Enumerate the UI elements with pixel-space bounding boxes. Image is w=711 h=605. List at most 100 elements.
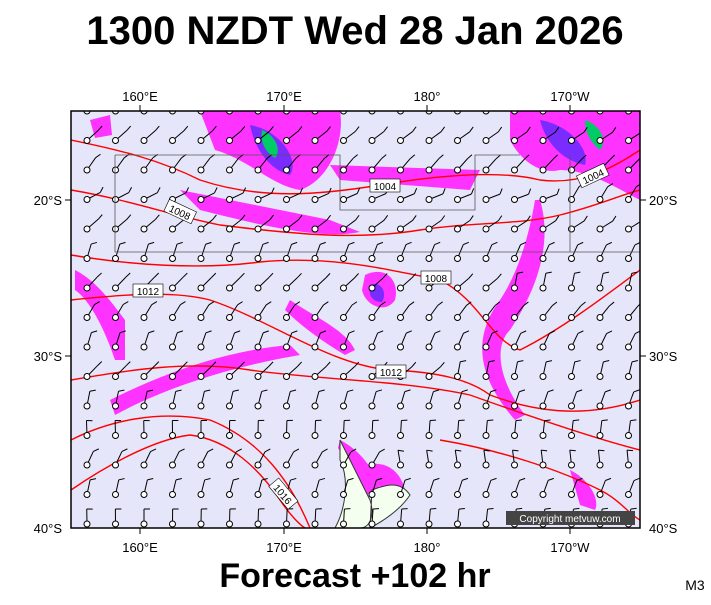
barb-station	[141, 462, 147, 468]
barb-station	[426, 285, 432, 291]
latitude-label: 20°S	[34, 193, 63, 208]
barb-staff	[258, 104, 271, 111]
barb-staff	[629, 98, 637, 111]
barb-station	[483, 433, 489, 439]
barb-station	[455, 167, 461, 173]
barb-station	[341, 256, 347, 262]
barb-station	[626, 167, 632, 173]
barb-staff	[600, 106, 614, 111]
barb-station	[198, 285, 204, 291]
barb-feather	[357, 99, 359, 104]
latitude-label: 40°S	[34, 521, 63, 536]
barb-station	[597, 315, 603, 321]
barb-station	[369, 138, 375, 144]
barb-station	[312, 403, 318, 409]
longitude-label: 170°E	[266, 89, 302, 104]
barb-station	[512, 492, 518, 498]
barb-station	[426, 462, 432, 468]
barb-station	[255, 403, 261, 409]
barb-station	[227, 403, 233, 409]
barb-station	[426, 521, 432, 527]
barb-station	[341, 285, 347, 291]
barb-station	[312, 462, 318, 468]
barb-staff	[144, 104, 157, 111]
barb-station	[398, 138, 404, 144]
barb-station	[141, 344, 147, 350]
barb-station	[512, 374, 518, 380]
barb-station	[84, 256, 90, 262]
barb-station	[512, 167, 518, 173]
barb-feather	[641, 216, 644, 221]
barb-station	[483, 167, 489, 173]
barb-station	[483, 285, 489, 291]
barb-station	[455, 492, 461, 498]
barb-station	[141, 374, 147, 380]
barb-station	[455, 226, 461, 232]
barb-feather	[488, 508, 494, 509]
barb-station	[198, 167, 204, 173]
barb-station	[626, 285, 632, 291]
barb-station	[198, 492, 204, 498]
barb-station	[512, 197, 518, 203]
barb-station	[227, 462, 233, 468]
barb-feather	[214, 99, 217, 104]
barb-station	[84, 138, 90, 144]
barb-station	[170, 374, 176, 380]
barb-station	[141, 138, 147, 144]
barb-station	[626, 344, 632, 350]
barb-station	[198, 403, 204, 409]
barb-station	[569, 462, 575, 468]
barb-station	[455, 374, 461, 380]
barb-station	[512, 462, 518, 468]
barb-station	[227, 492, 233, 498]
barb-station	[284, 403, 290, 409]
barb-station	[341, 492, 347, 498]
barb-station	[341, 167, 347, 173]
barb-station	[170, 256, 176, 262]
barb-station	[227, 226, 233, 232]
barb-station	[227, 374, 233, 380]
barb-station	[483, 226, 489, 232]
barb-station	[141, 433, 147, 439]
barb-station	[569, 167, 575, 173]
barb-station	[141, 197, 147, 203]
barb-station	[227, 315, 233, 321]
barb-station	[398, 462, 404, 468]
barb-station	[84, 403, 90, 409]
barb-station	[512, 403, 518, 409]
barb-feather	[641, 127, 644, 132]
barb-station	[255, 521, 261, 527]
barb-station	[84, 197, 90, 203]
barb-station	[255, 256, 261, 262]
barb-station	[455, 138, 461, 144]
barb-feather	[627, 450, 633, 451]
barb-station	[426, 374, 432, 380]
barb-station	[569, 492, 575, 498]
barb-station	[84, 167, 90, 173]
barb-station	[284, 285, 290, 291]
barb-station	[455, 197, 461, 203]
barb-station	[170, 433, 176, 439]
barb-station	[369, 344, 375, 350]
barb-station	[113, 167, 119, 173]
barb-station	[113, 374, 119, 380]
barb-station	[626, 403, 632, 409]
barb-feather	[459, 508, 465, 509]
barb-station	[113, 462, 119, 468]
barb-station	[284, 167, 290, 173]
barb-station	[227, 521, 233, 527]
barb-station	[426, 492, 432, 498]
copyright: Copyright metvuw.com	[519, 514, 620, 525]
latitude-label: 30°S	[34, 349, 63, 364]
barb-feather	[243, 99, 246, 104]
barb-station	[626, 374, 632, 380]
longitude-label: 180°	[414, 89, 441, 104]
barb-station	[312, 167, 318, 173]
barb-station	[512, 315, 518, 321]
barb-station	[369, 492, 375, 498]
barb-station	[113, 138, 119, 144]
barb-station	[312, 256, 318, 262]
barb-station	[284, 374, 290, 380]
barb-staff	[87, 104, 100, 111]
